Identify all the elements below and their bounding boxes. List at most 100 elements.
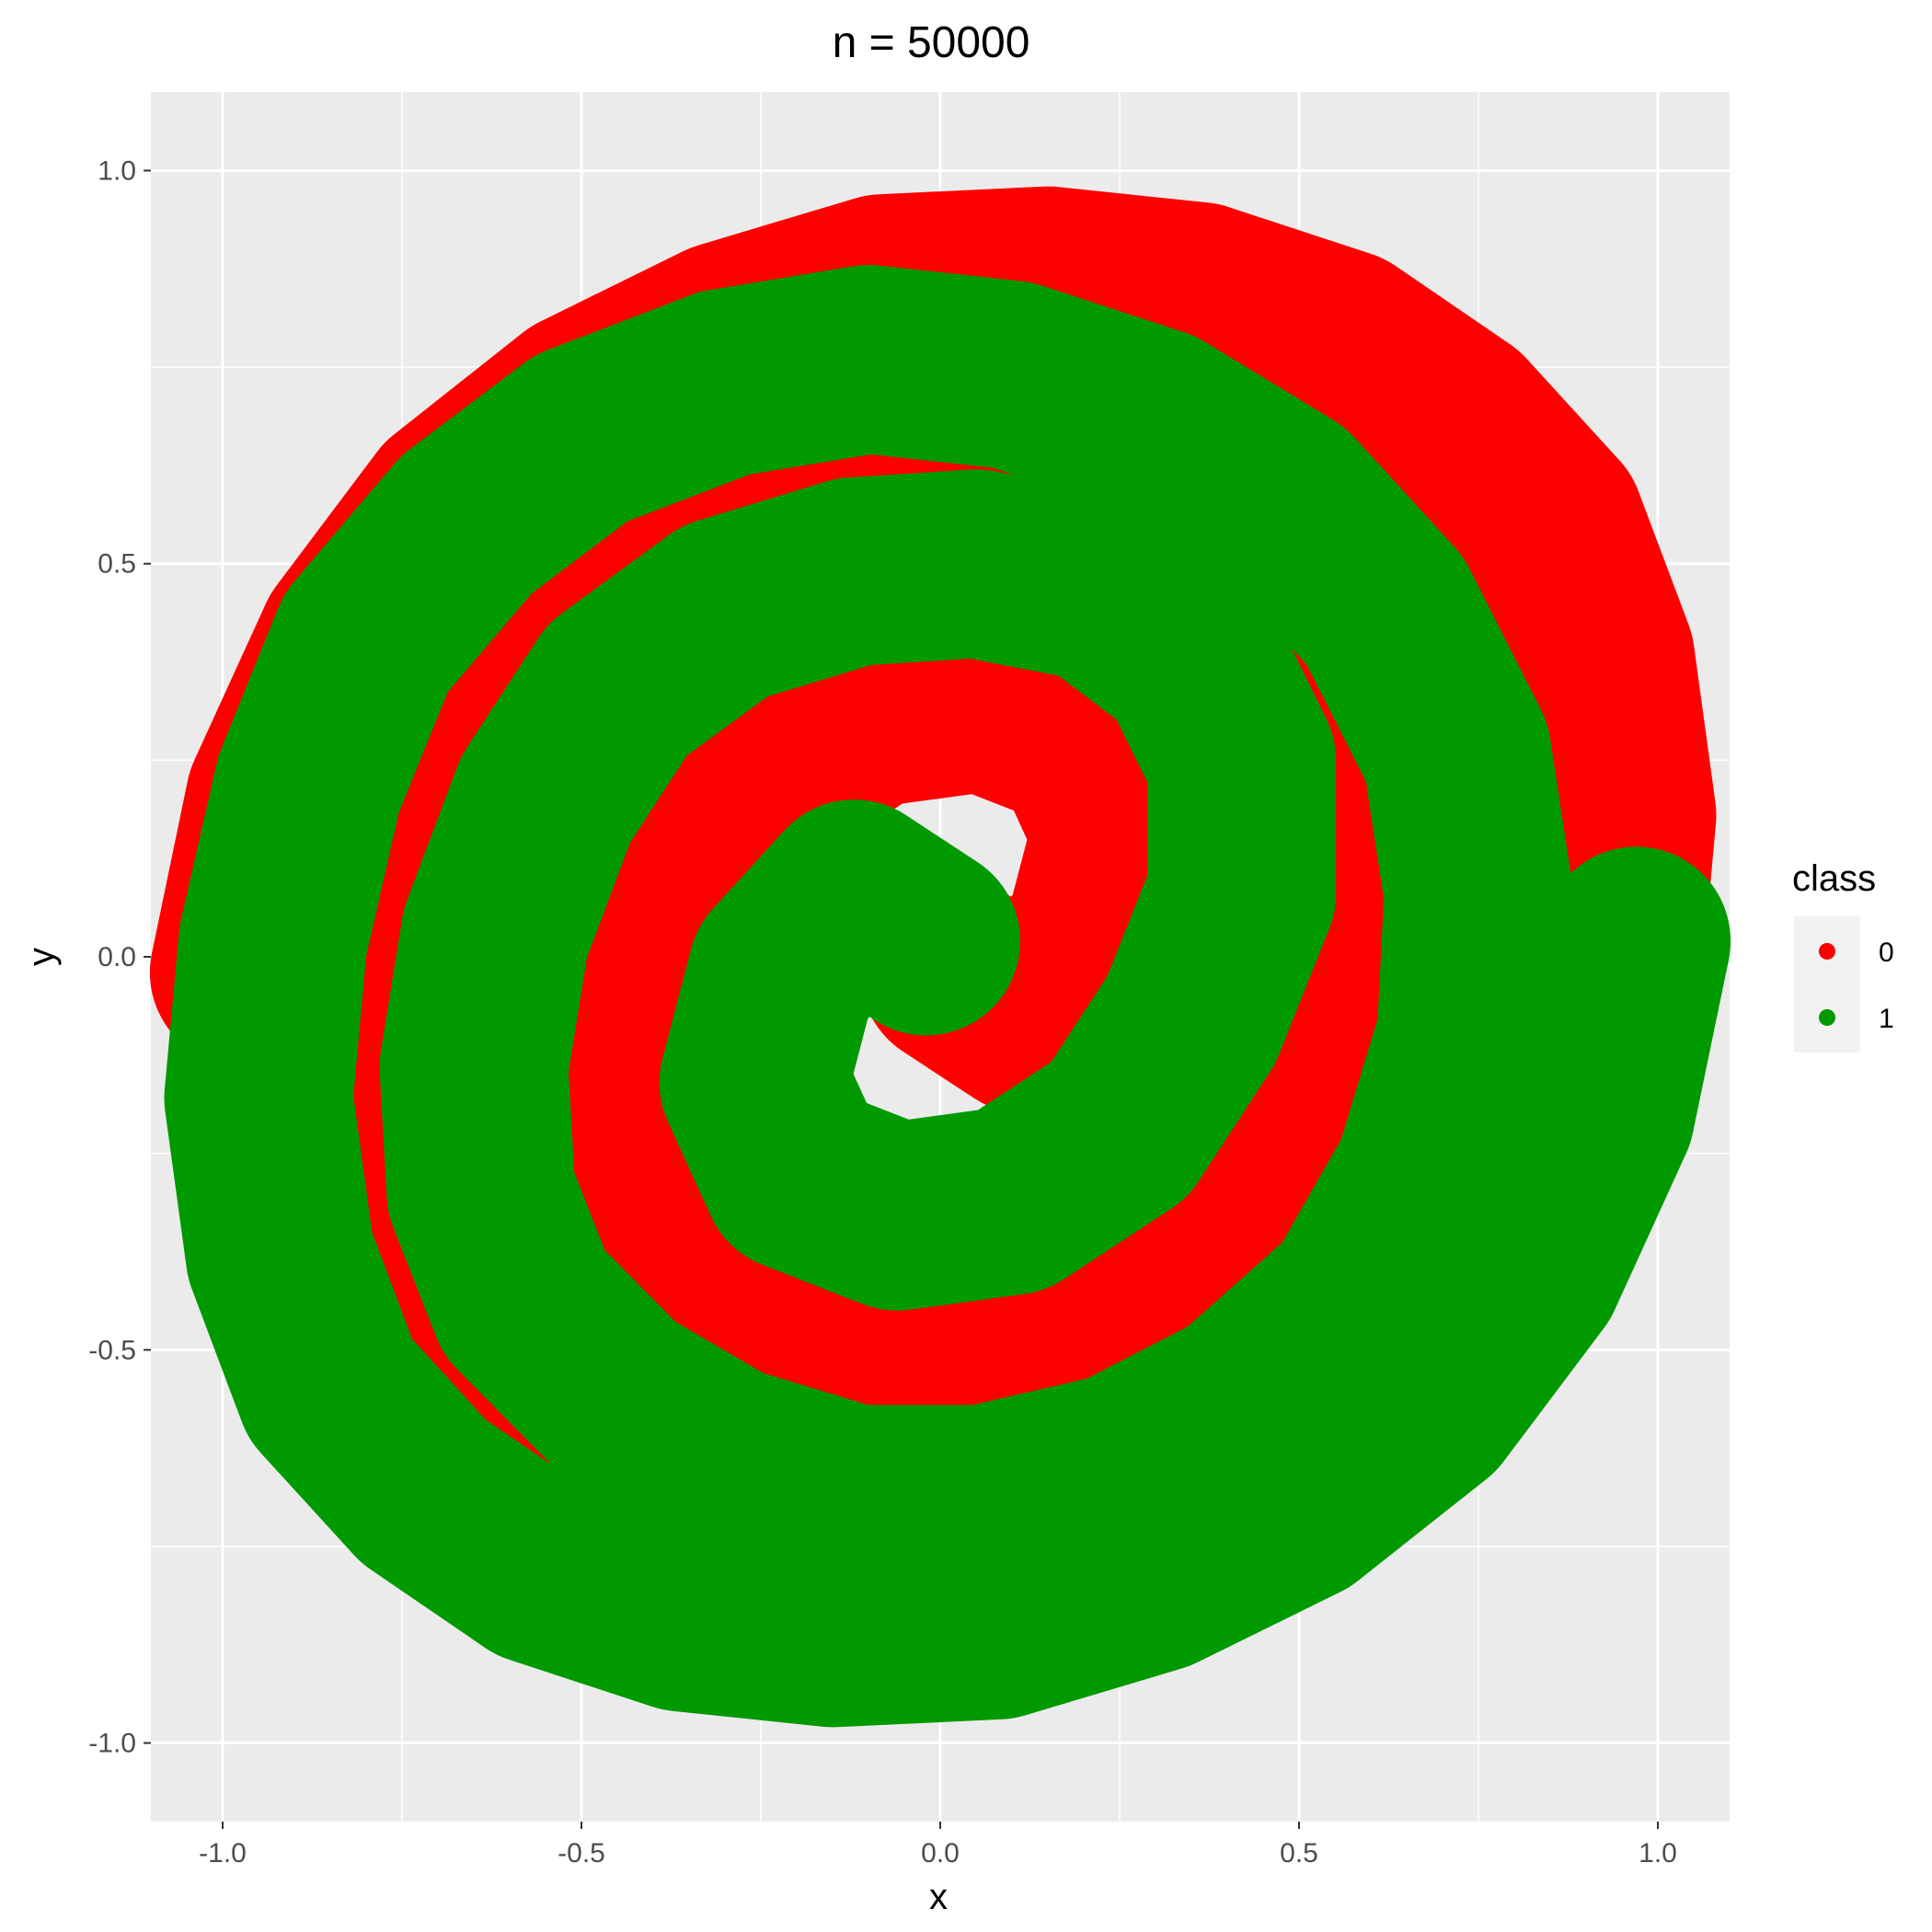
data-point [976, 1492, 990, 1506]
data-point [1350, 1296, 1363, 1309]
data-point [611, 683, 624, 696]
data-point [1593, 1107, 1607, 1121]
data-point [1278, 494, 1292, 508]
y-axis-title: y [21, 948, 62, 966]
data-point [1293, 1501, 1305, 1514]
data-point [1629, 934, 1643, 948]
data-point [847, 887, 861, 901]
data-point [252, 1091, 265, 1105]
data-point [1113, 1123, 1126, 1136]
legend-title: class [1792, 858, 1876, 899]
data-point [402, 871, 416, 885]
data-point [539, 793, 552, 807]
data-point [1465, 1029, 1478, 1042]
data-point [862, 352, 875, 366]
data-point [862, 707, 875, 720]
data-point [474, 1186, 488, 1200]
legend-entries: 01 [1819, 937, 1894, 1034]
data-point [1421, 1170, 1435, 1184]
data-point [360, 636, 373, 650]
data-point [719, 604, 731, 617]
data-point [417, 1485, 431, 1499]
data-point [919, 934, 933, 948]
data-point [1113, 1461, 1126, 1475]
data-point [1616, 809, 1628, 822]
data-point [1544, 518, 1557, 531]
data-point [1019, 1335, 1033, 1349]
data-point [1006, 368, 1018, 382]
x-tick-label: 0.0 [921, 1838, 960, 1869]
data-point [302, 777, 316, 790]
data-point [1235, 753, 1248, 767]
data-point [1378, 604, 1392, 617]
data-point [719, 376, 731, 390]
axes: -1.0 -0.5 0.0 0.5 1.0 -1.0 -0.5 0.0 0.5 1.0 [88, 155, 1677, 1869]
data-point [847, 565, 861, 579]
data-point [1522, 1264, 1535, 1278]
data-point [1257, 1217, 1270, 1231]
series-1 [164, 265, 1731, 1728]
data-point [1149, 1296, 1162, 1309]
legend-key-0 [1819, 943, 1835, 960]
data-point [489, 926, 502, 940]
data-point [991, 1618, 1005, 1632]
series-0-band [149, 186, 1717, 1649]
data-point [754, 777, 767, 790]
data-point [776, 1319, 789, 1333]
data-point [1120, 824, 1133, 838]
data-point [1041, 274, 1054, 288]
data-point [467, 1060, 480, 1074]
legend-key-background [1794, 916, 1860, 1052]
data-point [611, 1390, 624, 1404]
data-point [898, 1343, 911, 1357]
data-point [1006, 1193, 1018, 1207]
data-point [273, 1248, 287, 1262]
data-point [1335, 337, 1349, 351]
data-point [532, 1563, 546, 1577]
data-point [719, 1453, 731, 1466]
data-point [1019, 1013, 1033, 1027]
chart-title: n = 50000 [833, 18, 1030, 67]
legend: class 01 [1792, 858, 1894, 1052]
data-point [1185, 1013, 1198, 1027]
y-tick-label: 1.0 [98, 155, 136, 186]
series-1-band [164, 265, 1731, 1728]
x-tick-label: -0.5 [558, 1838, 605, 1869]
y-tick-label: -0.5 [88, 1335, 136, 1365]
x-tick-label: -1.0 [199, 1838, 247, 1869]
data-point [747, 1075, 761, 1089]
legend-key-1 [1819, 1009, 1835, 1026]
data-point [1191, 290, 1205, 304]
x-tick-label: 0.5 [1280, 1838, 1318, 1869]
data-point [847, 1492, 861, 1506]
data-point [826, 1626, 839, 1639]
data-point [675, 1610, 689, 1624]
data-point [970, 557, 983, 570]
data-point [324, 1383, 337, 1396]
data-point [1149, 1571, 1162, 1585]
data-point [445, 730, 459, 743]
y-tick-label: -1.0 [88, 1729, 136, 1759]
x-tick-label: 1.0 [1639, 1838, 1677, 1869]
data-point [1149, 415, 1162, 429]
data-point [683, 887, 696, 901]
data-point [1421, 1398, 1435, 1412]
data-point [1472, 887, 1485, 901]
data-point [1450, 745, 1464, 759]
data-point [776, 966, 789, 980]
data-point [1328, 1107, 1341, 1121]
data-point [517, 604, 531, 617]
y-tick-label: 0.0 [98, 942, 136, 972]
data-point [266, 934, 280, 948]
x-axis-title: x [929, 1877, 948, 1917]
data-point [683, 1248, 696, 1262]
data-point [1235, 1398, 1248, 1412]
data-point [1593, 651, 1607, 665]
data-point [1077, 730, 1090, 743]
data-point [1450, 415, 1464, 429]
data-point [1091, 934, 1105, 948]
legend-label-0: 0 [1879, 937, 1894, 968]
legend-label-1: 1 [1879, 1004, 1894, 1034]
data-point [790, 1170, 803, 1184]
